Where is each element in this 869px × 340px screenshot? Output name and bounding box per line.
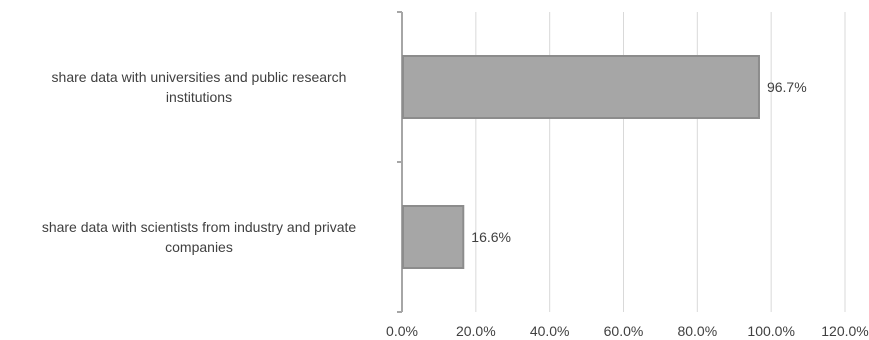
bars — [402, 55, 760, 269]
x-tick-label: 20.0% — [456, 323, 496, 339]
x-tick-label: 60.0% — [604, 323, 644, 339]
category-axis — [397, 11, 403, 313]
x-tick-label: 40.0% — [530, 323, 570, 339]
x-tick-label: 80.0% — [677, 323, 717, 339]
category-label-industry: share data with scientists from industry… — [4, 217, 394, 257]
data-label: 16.6% — [471, 229, 511, 245]
bar — [402, 205, 465, 269]
category-label-line: institutions — [165, 89, 233, 105]
x-tick-label: 0.0% — [386, 323, 418, 339]
x-tick-label: 120.0% — [821, 323, 868, 339]
bar — [402, 55, 760, 119]
x-tick-label: 100.0% — [747, 323, 794, 339]
data-labels: 96.7% 16.6% — [471, 79, 806, 245]
category-label-line: share data with universities and public … — [51, 69, 347, 85]
category-label-line: share data with scientists from industry… — [41, 219, 357, 235]
category-label-line: companies — [165, 239, 233, 255]
x-axis-ticks: 0.0% 20.0% 40.0% 60.0% 80.0% 100.0% 120.0% — [386, 323, 869, 339]
category-label-universities: share data with universities and public … — [4, 67, 394, 107]
data-label: 96.7% — [767, 79, 807, 95]
